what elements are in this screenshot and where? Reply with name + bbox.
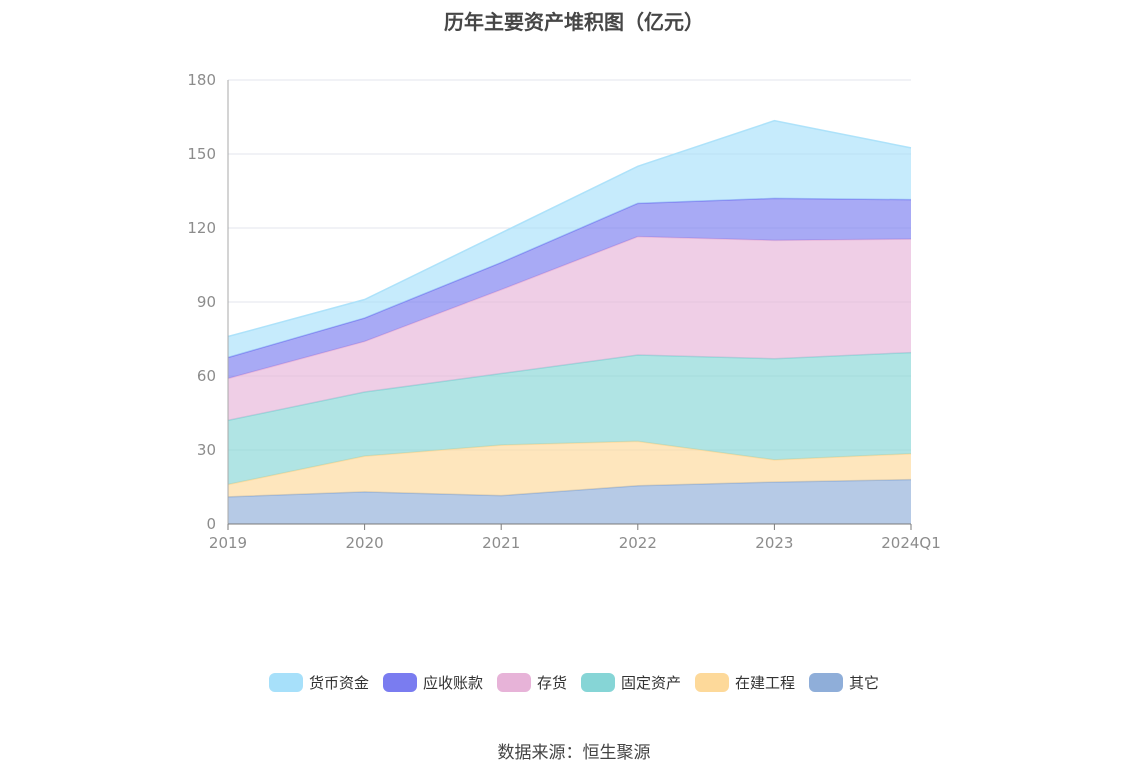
line-在建工程 — [227, 440, 912, 486]
legend: 货币资金 应收账款 存货 固定资产 在建工程 其它 — [0, 672, 1148, 693]
x-tick-label: 2021 — [482, 534, 520, 552]
x-tick-label: 2020 — [346, 534, 384, 552]
legend-item[interactable]: 其它 — [809, 672, 879, 693]
legend-label: 固定资产 — [621, 674, 682, 692]
source-note: 数据来源：恒生聚源 — [497, 743, 651, 763]
legend-label: 存货 — [536, 674, 567, 692]
y-tick-label: 30 — [197, 441, 216, 459]
chart-title: 历年主要资产堆积图（亿元） — [444, 10, 704, 34]
axes: 0 30 60 90 120 150 180 2019 2020 2021 2022 2023 2024… — [187, 71, 940, 552]
x-tick-label: 2019 — [209, 534, 247, 552]
y-tick-label: 0 — [206, 515, 216, 533]
legend-label: 货币资金 — [308, 674, 369, 692]
x-tick-label: 2023 — [755, 534, 793, 552]
y-tick-label: 120 — [187, 219, 216, 237]
legend-swatch — [496, 673, 531, 692]
area-应收账款 — [228, 198, 911, 379]
x-tick-label: 2024Q1 — [881, 534, 941, 552]
stacked-area-chart: 0 30 60 90 120 150 180 2019 2020 2021 2022 2023 2024… — [187, 71, 940, 552]
y-tick-label: 90 — [197, 293, 216, 311]
legend-swatch — [695, 673, 730, 692]
line-货币资金 — [227, 119, 912, 338]
legend-label: 应收账款 — [422, 674, 483, 692]
x-tick-label: 2022 — [619, 534, 657, 552]
legend-item[interactable]: 存货 — [496, 672, 567, 693]
legend-swatch — [382, 673, 417, 692]
y-tick-label: 60 — [197, 367, 216, 385]
legend-label: 其它 — [849, 674, 880, 692]
legend-label: 在建工程 — [735, 674, 796, 692]
y-tick-label: 150 — [187, 145, 216, 163]
area-存货 — [228, 236, 911, 421]
legend-item[interactable]: 在建工程 — [695, 672, 795, 693]
legend-item[interactable]: 固定资产 — [581, 672, 681, 693]
legend-item[interactable]: 货币资金 — [268, 672, 369, 693]
legend-swatch — [809, 673, 844, 692]
y-tick-label: 180 — [187, 71, 216, 89]
legend-item[interactable]: 应收账款 — [382, 672, 483, 693]
area-series — [227, 119, 912, 524]
area-固定资产 — [228, 352, 911, 485]
legend-swatch — [268, 673, 303, 692]
area-其它 — [228, 479, 911, 524]
legend-swatch — [581, 673, 615, 692]
area-货币资金 — [228, 120, 911, 358]
